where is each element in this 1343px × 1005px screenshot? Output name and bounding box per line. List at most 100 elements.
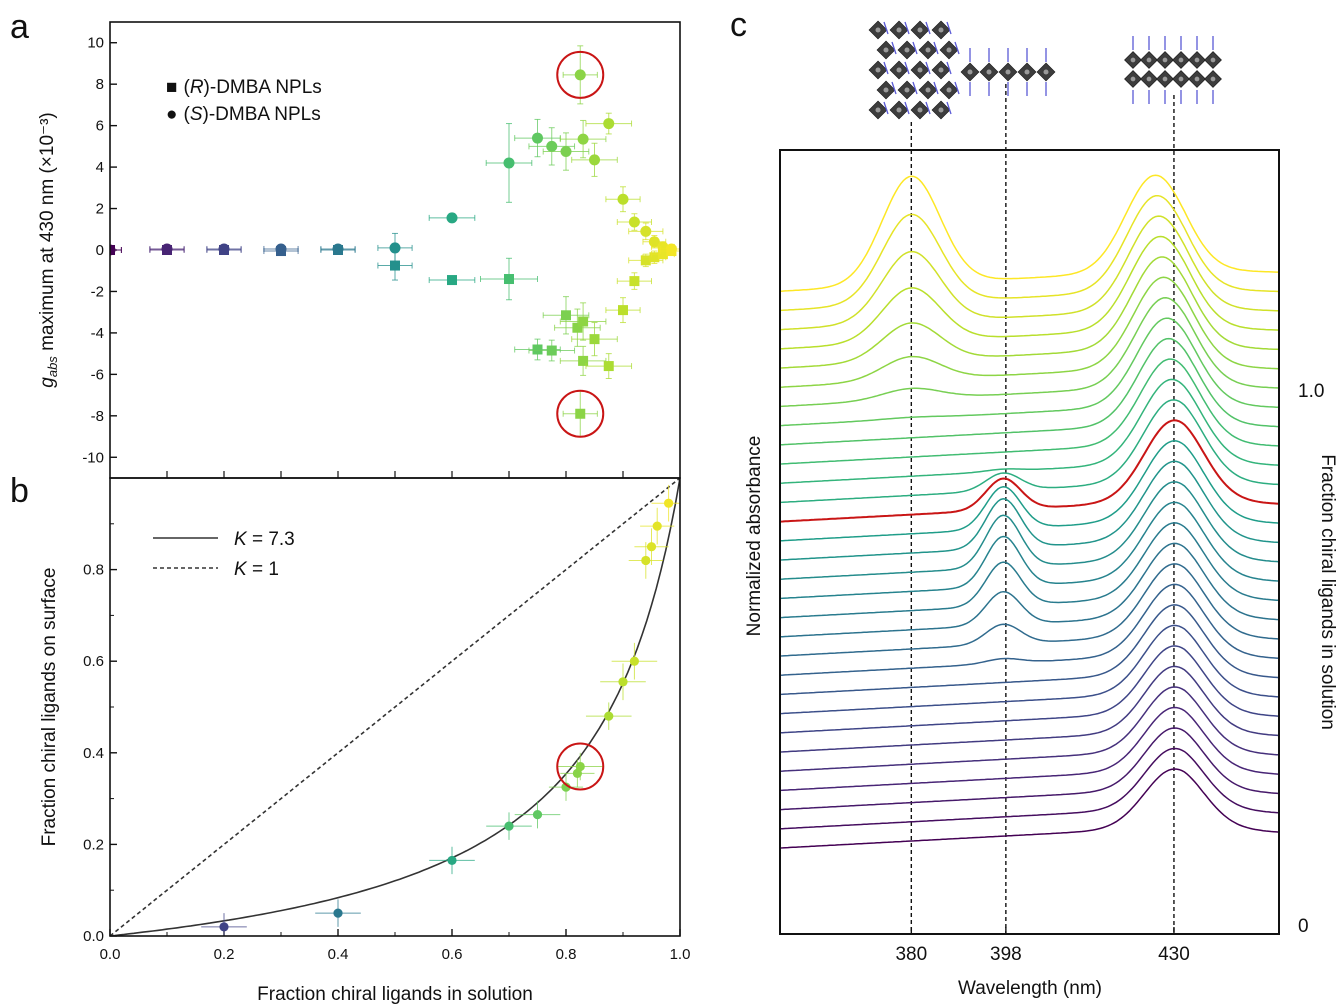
cluster-ligand <box>883 21 889 35</box>
spectrum-8 <box>780 604 1279 696</box>
spectrum-5 <box>780 665 1279 753</box>
cluster-octahedron-center <box>875 67 881 73</box>
a-ytick-label-10: 10 <box>87 35 104 52</box>
spectrum-27 <box>780 215 1279 331</box>
r-marker <box>504 274 514 285</box>
spectrum-4 <box>780 686 1279 772</box>
s-marker <box>546 140 558 152</box>
layer-octahedron-bottom-center <box>1194 76 1200 82</box>
r-point-16 <box>585 353 633 380</box>
r-marker <box>572 322 583 333</box>
panel-a-legend: ■ (R)-DMBA NPLs ● (S)-DMBA NPLs <box>166 77 322 125</box>
a-ytick-label-3: -4 <box>91 325 104 342</box>
s-point-16 <box>616 213 652 231</box>
panel-label-a: a <box>10 8 29 46</box>
r-marker <box>390 260 400 271</box>
s-marker <box>446 212 458 224</box>
legend-r-italic: R <box>190 77 204 98</box>
s-marker <box>628 216 640 228</box>
spectrum-24 <box>780 276 1279 388</box>
b-marker <box>532 810 543 820</box>
legend-s-pre: ( <box>183 104 190 125</box>
s-marker <box>532 132 543 144</box>
panel-b-highlight-circles <box>556 742 605 791</box>
b-xtick-label-4: 0.8 <box>556 946 577 963</box>
b-point-12 <box>634 528 669 566</box>
b-xtick-label-2: 0.4 <box>328 946 349 963</box>
spectrum-3 <box>780 706 1279 792</box>
s-marker <box>503 157 515 169</box>
layer-octahedron-top-center <box>1210 57 1216 63</box>
cluster-ligand <box>946 61 952 75</box>
cluster-octahedron-center <box>896 27 902 33</box>
cluster-ligand <box>883 61 889 75</box>
spectrum-20 <box>780 358 1279 465</box>
cluster-octahedron-center <box>946 87 952 93</box>
panel-b-frame <box>109 477 681 937</box>
s-point-17 <box>628 222 664 241</box>
structure-layer <box>1124 36 1222 104</box>
spectrum-22 <box>780 317 1279 427</box>
cluster-octahedron-center <box>925 87 931 93</box>
a-ytick-label-9: 8 <box>96 76 104 93</box>
spectrum-11 <box>780 542 1279 638</box>
c-xtick-label-1: 398 <box>990 944 1022 965</box>
r-point-2 <box>206 245 242 255</box>
layer-octahedron-top-center <box>1178 57 1184 63</box>
b-point-4 <box>514 800 561 829</box>
cluster-octahedron-center <box>875 107 881 113</box>
b-ytick-label-4: 0.8 <box>83 562 104 579</box>
panel-b: 0.0 0.2 0.4 0.6 0.8 1.0 0.0 0.2 0.4 0.6 0.8 Fracti… <box>39 477 691 1005</box>
r-marker <box>578 355 589 366</box>
panel-c: 380 398 430 Wavelength (nm) Normalized abs… <box>744 20 1338 999</box>
spectrum-29 <box>780 174 1279 292</box>
cluster-octahedron-center <box>938 107 944 113</box>
layer-octahedron-top-center <box>1194 57 1200 63</box>
b-point-10 <box>611 642 658 680</box>
s-marker <box>574 69 586 81</box>
b-point-13 <box>640 507 675 545</box>
s-point-8 <box>514 118 561 158</box>
a-ytick-label-8: 6 <box>96 118 104 135</box>
spectrum-2 <box>780 727 1279 811</box>
b-xtick-label-5: 1.0 <box>670 946 691 963</box>
fit-curve-k-1 <box>110 478 680 936</box>
a-highlight-circle-0 <box>556 50 605 99</box>
panel-b-y-axis-label: Fraction chiral ligands on surface <box>39 568 60 847</box>
s-point-11 <box>562 45 598 105</box>
b-marker <box>618 677 628 687</box>
structure-chain <box>960 48 1056 96</box>
r-marker <box>629 276 640 287</box>
chain-octahedron-center <box>986 69 992 75</box>
s-marker <box>640 225 652 237</box>
layer-octahedron-bottom-center <box>1130 76 1136 82</box>
r-point-13 <box>559 302 607 341</box>
legend-r-entry: ■ (R)-DMBA NPLs <box>166 77 322 98</box>
cluster-ligand <box>954 81 960 95</box>
r-point-0 <box>110 245 122 255</box>
a-ytick-label-4: -2 <box>91 283 104 300</box>
ylabel-italic: g <box>37 377 58 388</box>
r-marker <box>618 305 628 316</box>
panel-c-right-axis-label: Fraction chiral ligands in solution <box>1317 454 1338 730</box>
r-point-1 <box>149 245 185 255</box>
r-point-6 <box>428 275 476 286</box>
spectrum-21 <box>780 337 1279 446</box>
panel-b-ticks: 0.0 0.2 0.4 0.6 0.8 1.0 0.0 0.2 0.4 0.6 0.8 <box>83 523 691 963</box>
r-marker <box>546 345 557 356</box>
panel-a-y-axis-label: gabs maximum at 430 nm (×10⁻³) <box>37 112 60 387</box>
r-point-3 <box>263 246 299 257</box>
spectrum-23 <box>780 297 1279 408</box>
c-xtick-label-0: 380 <box>895 944 927 965</box>
r-point-18 <box>616 272 652 290</box>
r-marker <box>276 246 286 257</box>
cluster-octahedron-center <box>896 67 902 73</box>
layer-octahedron-top-center <box>1146 57 1152 63</box>
spectrum-19 <box>780 378 1279 484</box>
s-marker <box>577 133 589 145</box>
panel-b-x-axis-label: Fraction chiral ligands in solution <box>257 984 533 1005</box>
r-marker <box>219 245 229 255</box>
spectrum-18 <box>780 399 1279 504</box>
r-marker <box>110 245 115 255</box>
r-point-4 <box>320 245 356 255</box>
